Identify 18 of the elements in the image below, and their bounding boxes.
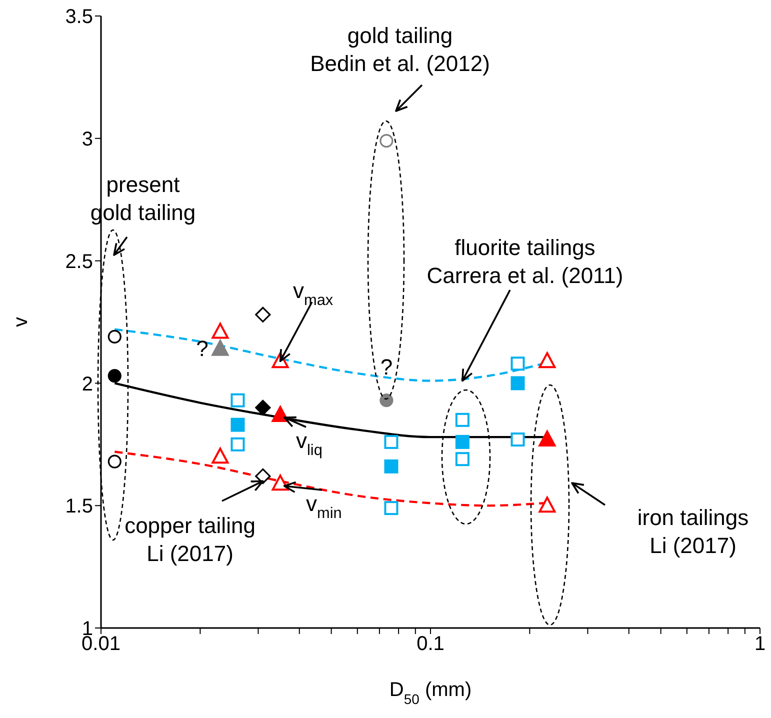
y-tick-label: 3.5 (65, 6, 93, 28)
annotation: ? (380, 354, 393, 380)
x-axis-title: D$_{50}$ (mm) (389, 679, 472, 707)
y-tick-label: 2 (82, 373, 93, 396)
annotation: v$_{liq}$ (296, 428, 322, 459)
x-tick-label: 0.1 (416, 633, 444, 656)
y-tick-label: 3 (82, 128, 93, 150)
annotation: gold tailing Bedin et al. (2012) (310, 22, 490, 76)
annotation: v$_{min}$ (306, 490, 342, 522)
annotation: iron tailings Li (2017) (637, 504, 749, 558)
annotation: ? (196, 336, 208, 361)
annotation: copper tailing Li (2017) (124, 512, 256, 566)
annotation: v$_{max}$ (293, 278, 334, 309)
annotation: fluorite tailings Carrera et al. (2011) (426, 234, 624, 288)
y-axis-title: v (10, 317, 32, 327)
y-tick-label: 1.5 (65, 496, 93, 518)
x-tick-label: 1 (754, 633, 766, 656)
y-tick-label: 2.5 (65, 250, 93, 273)
